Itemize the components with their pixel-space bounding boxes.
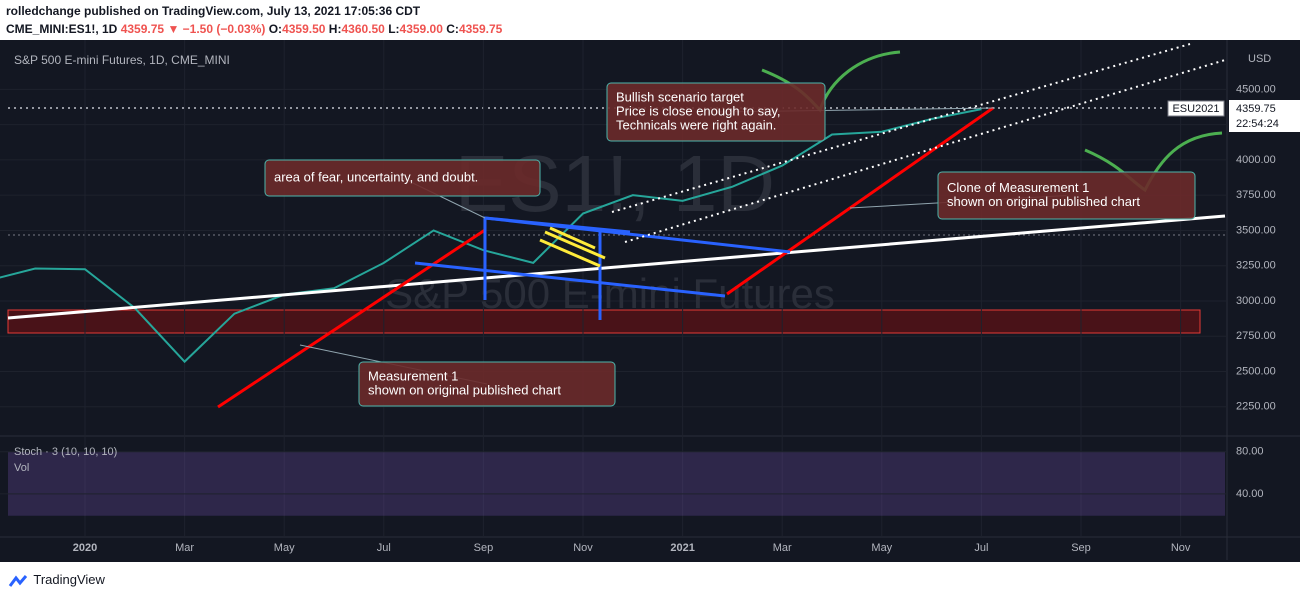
blue-measure <box>484 216 631 234</box>
x-tick-label: Nov <box>1171 542 1191 554</box>
annotation-text: shown on original published chart <box>947 194 1140 209</box>
trendline <box>7 214 1226 320</box>
x-tick-label: 2021 <box>670 542 694 554</box>
x-tick-label: Sep <box>474 542 494 554</box>
volume-title: Vol <box>14 462 29 474</box>
ohlc-line: CME_MINI:ES1!, 1D 4359.75 ▼ −1.50 (−0.03… <box>6 22 502 36</box>
y-tick-label: 2500.00 <box>1236 365 1276 377</box>
annotation-box <box>606 82 826 142</box>
fibonacci-marks <box>539 226 606 268</box>
measurement-line <box>217 228 486 409</box>
x-tick-label: Nov <box>573 542 593 554</box>
contract-tag: ESU2021 <box>1172 103 1219 115</box>
annotation-text: Price is close enough to say, <box>616 103 781 118</box>
blue-measure <box>414 261 726 298</box>
low-label: L: <box>388 22 400 36</box>
high-label: H: <box>328 22 342 36</box>
support-zone <box>7 309 1201 334</box>
y-tick-label: 3000.00 <box>1236 295 1276 307</box>
footer: TradingView <box>8 572 105 588</box>
x-tick-label: Jul <box>377 542 391 554</box>
y-tick-label: 40.00 <box>1236 488 1264 500</box>
y-tick-label: 4000.00 <box>1236 154 1276 166</box>
y-tick-label: 4500.00 <box>1236 83 1276 95</box>
measurement-clone <box>726 106 994 296</box>
annotation-text: Clone of Measurement 1 <box>947 180 1089 195</box>
annotation-text: area of fear, uncertainty, and doubt. <box>274 169 478 184</box>
x-tick-label: May <box>274 542 295 554</box>
close-label: C: <box>446 22 459 36</box>
last: 4359.75 <box>120 22 165 36</box>
x-tick-label: 2020 <box>73 542 97 554</box>
y-tick-label: 3500.00 <box>1236 224 1276 236</box>
publisher-line: rolledchange published on TradingView.co… <box>6 4 420 18</box>
contract-tag-bg <box>1167 100 1225 117</box>
price-tag: 4359.75 <box>1236 103 1276 115</box>
y-tick-label: 3250.00 <box>1236 260 1276 272</box>
x-tick-label: May <box>871 542 892 554</box>
annotation-box <box>937 171 1196 220</box>
low: 4359.00 <box>399 22 443 36</box>
y-tick-label: 80.00 <box>1236 446 1264 458</box>
countdown: 22:54:24 <box>1236 118 1279 130</box>
annotation-box <box>264 159 541 197</box>
x-tick-label: Mar <box>175 542 194 554</box>
close: 4359.75 <box>458 22 503 36</box>
x-tick-label: Sep <box>1071 542 1091 554</box>
annotation-text: Measurement 1 <box>368 368 458 383</box>
change: ▼ −1.50 (−0.03%) <box>167 22 266 36</box>
annotation-text: shown on original published chart <box>368 382 561 397</box>
open: 4359.50 <box>282 22 326 36</box>
y-tick-label: 2750.00 <box>1236 330 1276 342</box>
publisher: rolledchange published on TradingView.co… <box>6 4 421 18</box>
indicator-title: Stoch · 3 (10, 10, 10) <box>14 446 117 458</box>
brand: TradingView <box>33 572 105 587</box>
high: 4360.50 <box>341 22 385 36</box>
y-tick-label: 3750.00 <box>1236 189 1276 201</box>
price-line-series <box>0 108 982 364</box>
watermark: S&P 500 E-mini Futures <box>385 270 835 317</box>
annotation-text: Bullish scenario target <box>616 89 744 104</box>
annotation-box <box>358 361 616 407</box>
annotation-text: Technicals were right again. <box>616 117 776 132</box>
open-label: O: <box>268 22 283 36</box>
chart-title: S&P 500 E-mini Futures, 1D, CME_MINI <box>14 53 230 67</box>
x-tick-label: Mar <box>773 542 792 554</box>
currency: USD <box>1248 53 1271 65</box>
channel <box>611 43 1226 243</box>
stoch-band <box>8 451 1225 516</box>
y-tick-label: 2250.00 <box>1236 401 1276 413</box>
logo <box>8 574 28 587</box>
symbol: CME_MINI:ES1!, 1D <box>6 22 118 36</box>
price-tag-bg <box>1229 100 1300 132</box>
chart: 2250.00 2500.00 2750.00 3000.00 3250.00 3500.… <box>0 40 1300 562</box>
x-tick-label: Jul <box>974 542 988 554</box>
